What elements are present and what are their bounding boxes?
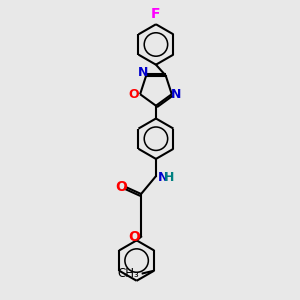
Text: N: N xyxy=(137,66,148,79)
Text: CH₃: CH₃ xyxy=(118,267,139,280)
Text: O: O xyxy=(129,88,140,101)
Text: F: F xyxy=(151,7,161,21)
Text: H: H xyxy=(164,171,175,184)
Text: N: N xyxy=(171,88,181,101)
Text: O: O xyxy=(129,230,140,244)
Text: N: N xyxy=(158,171,168,184)
Text: O: O xyxy=(115,180,127,194)
